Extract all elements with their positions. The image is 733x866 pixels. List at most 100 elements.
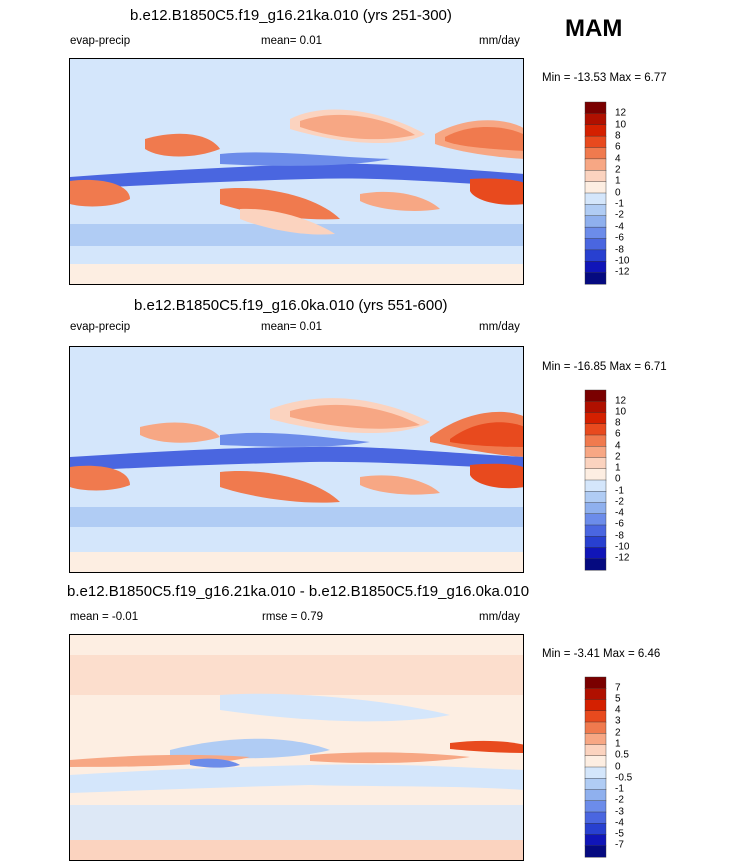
panel1-level-label: -2 xyxy=(615,209,624,221)
colorbar-swatch xyxy=(584,558,607,571)
panel2-level-label: 2 xyxy=(615,451,621,463)
panel1-level-label: -4 xyxy=(615,221,624,233)
panel1-units-label: mm/day xyxy=(479,35,520,47)
panel1-colorbar xyxy=(584,101,607,285)
panel1-level-label: -8 xyxy=(615,244,624,256)
panel3-level-label: 5 xyxy=(615,693,621,705)
colorbar-swatch xyxy=(584,479,607,492)
colorbar-swatch xyxy=(584,789,607,802)
colorbar-swatch xyxy=(584,261,607,274)
colorbar-swatch xyxy=(584,834,607,847)
panel3-level-label: 0.5 xyxy=(615,749,629,761)
panel1-level-label: -1 xyxy=(615,198,624,210)
panel2-level-label: 10 xyxy=(615,406,627,418)
colorbar-swatch xyxy=(584,389,607,402)
panel1-level-label: 12 xyxy=(615,107,627,119)
colorbar-swatch xyxy=(584,811,607,824)
panel2-mean-label: mean= 0.01 xyxy=(261,321,323,333)
panel1-mean-label: mean= 0.01 xyxy=(261,35,323,47)
colorbar-swatch xyxy=(584,101,607,114)
colorbar-swatch xyxy=(584,249,607,262)
panel2-map xyxy=(69,346,524,573)
panel3-colorbar xyxy=(584,676,607,858)
colorbar-swatch xyxy=(584,147,607,160)
panel3-title: b.e12.B1850C5.f19_g16.21ka.010 - b.e12.B… xyxy=(67,583,530,600)
panel3-mean-label: mean = -0.01 xyxy=(70,611,139,623)
colorbar-swatch xyxy=(584,547,607,560)
colorbar-swatch xyxy=(584,124,607,137)
colorbar-swatch xyxy=(584,401,607,414)
panel3-level-label: -2 xyxy=(615,794,624,806)
panel1-level-label: 4 xyxy=(615,153,621,165)
panel2-level-label: -12 xyxy=(615,552,630,564)
colorbar-swatch xyxy=(584,215,607,228)
panel1-level-label: 6 xyxy=(615,141,621,153)
panel3-rmse-label: rmse = 0.79 xyxy=(262,611,324,623)
panel2-level-label: 0 xyxy=(615,473,621,485)
panel1-level-label: 2 xyxy=(615,164,621,176)
panel3-level-label: 1 xyxy=(615,738,621,750)
panel2-level-label: -10 xyxy=(615,541,630,553)
colorbar-swatch xyxy=(584,423,607,436)
panel1-level-label: 1 xyxy=(615,175,621,187)
colorbar-swatch xyxy=(584,226,607,240)
colorbar-swatch xyxy=(584,755,607,768)
panel3-map xyxy=(69,634,524,861)
panel2-level-label: 12 xyxy=(615,395,627,407)
colorbar-swatch xyxy=(584,158,607,171)
panel2-variable-label: evap-precip xyxy=(70,321,131,333)
panel1-level-label: -6 xyxy=(615,232,624,244)
colorbar-swatch xyxy=(584,688,607,701)
panel2-units-label: mm/day xyxy=(479,321,520,333)
panel2-colorbar xyxy=(584,389,607,571)
panel3-units-label: mm/day xyxy=(479,611,520,623)
panel1-variable-label: evap-precip xyxy=(70,35,131,47)
colorbar-swatch xyxy=(584,192,607,205)
colorbar-swatch xyxy=(584,800,607,813)
colorbar-swatch xyxy=(584,272,607,285)
panel3-level-label: 3 xyxy=(615,715,621,727)
panel1-level-label: 0 xyxy=(615,187,621,199)
panel3-level-label: -5 xyxy=(615,828,624,840)
panel3-minmax: Min = -3.41 Max = 6.46 xyxy=(542,648,661,660)
colorbar-swatch xyxy=(584,676,607,689)
panel1-title: b.e12.B1850C5.f19_g16.21ka.010 (yrs 251-… xyxy=(130,7,452,24)
panel2-level-label: -1 xyxy=(615,485,624,497)
colorbar-swatch xyxy=(584,457,607,470)
colorbar-swatch xyxy=(584,536,607,549)
colorbar-swatch xyxy=(584,778,607,791)
panel3-level-label: -1 xyxy=(615,783,624,795)
panel1-level-label: -12 xyxy=(615,266,630,278)
panel3-level-label: -4 xyxy=(615,817,624,829)
panel3-level-label: -7 xyxy=(615,839,624,851)
colorbar-swatch xyxy=(584,170,607,183)
panel2-level-label: 1 xyxy=(615,462,621,474)
colorbar-swatch xyxy=(584,524,607,537)
colorbar-swatch xyxy=(584,446,607,459)
panel2-title: b.e12.B1850C5.f19_g16.0ka.010 (yrs 551-6… xyxy=(134,297,448,314)
panel1-level-label: -10 xyxy=(615,255,630,267)
season-label: MAM xyxy=(565,15,623,42)
panel2-level-label: 6 xyxy=(615,428,621,440)
panel3-level-label: 2 xyxy=(615,727,621,739)
colorbar-swatch xyxy=(584,238,607,251)
colorbar-swatch xyxy=(584,135,607,149)
panel3-level-label: 4 xyxy=(615,704,621,716)
colorbar-swatch xyxy=(584,710,607,723)
colorbar-swatch xyxy=(584,502,607,515)
colorbar-swatch xyxy=(584,468,607,481)
panel3-level-label: 0 xyxy=(615,761,621,773)
panel2-level-label: -2 xyxy=(615,496,624,508)
colorbar-swatch xyxy=(584,823,607,836)
colorbar-swatch xyxy=(584,181,607,194)
panel2-minmax: Min = -16.85 Max = 6.71 xyxy=(542,361,667,373)
colorbar-swatch xyxy=(584,733,607,746)
colorbar-swatch xyxy=(584,744,607,757)
panel2-level-label: -4 xyxy=(615,507,624,519)
panel2-level-label: -8 xyxy=(615,530,624,542)
panel2-level-label: -6 xyxy=(615,518,624,530)
colorbar-swatch xyxy=(584,766,607,779)
panel2-level-label: 4 xyxy=(615,440,621,452)
panel1-minmax: Min = -13.53 Max = 6.77 xyxy=(542,72,667,84)
colorbar-swatch xyxy=(584,412,607,425)
